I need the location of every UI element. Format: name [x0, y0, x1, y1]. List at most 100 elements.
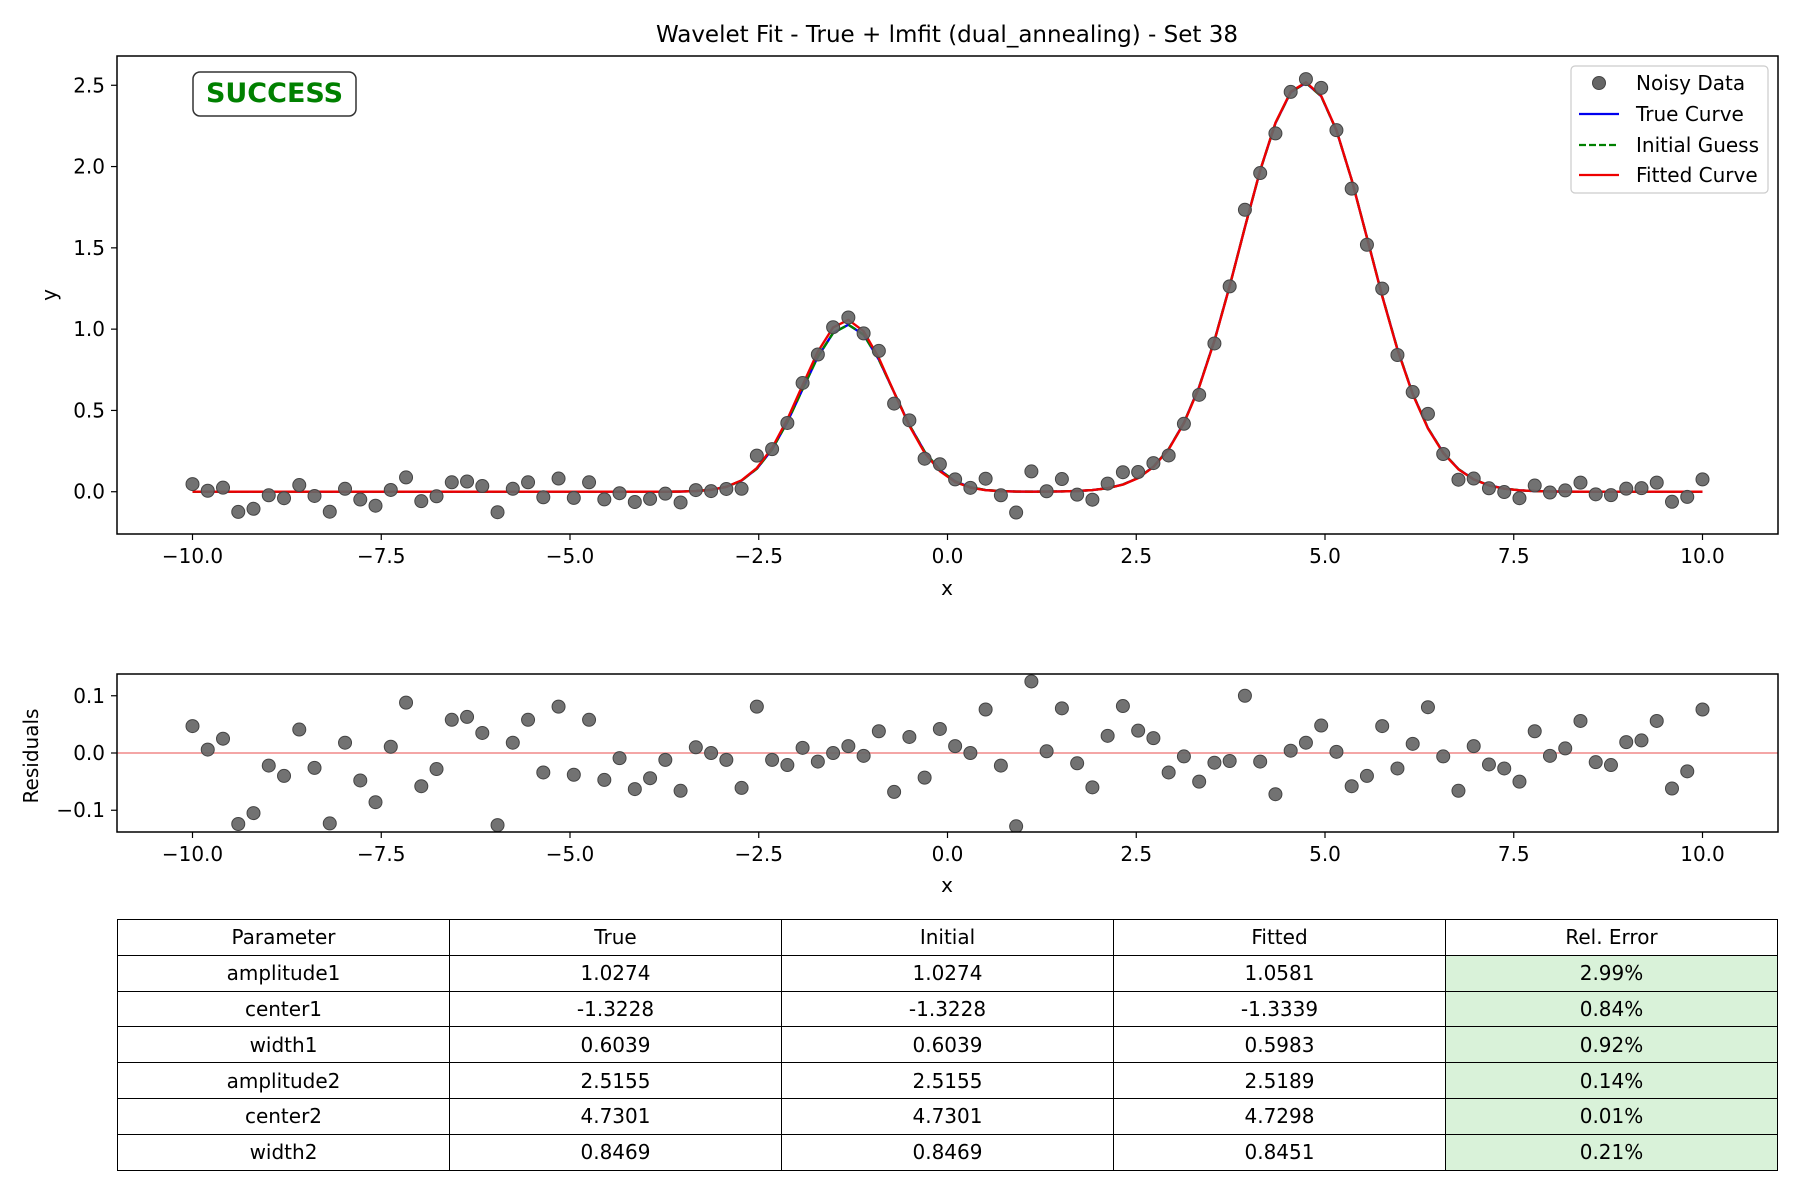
residual-point: [1329, 744, 1344, 759]
table-row: width2 0.8469 0.8469 0.8451 0.21%: [117, 1133, 1778, 1171]
data-point: [414, 494, 429, 509]
residual-point: [1039, 744, 1054, 759]
residual-point: [1664, 781, 1679, 796]
y-tick-label: 2.5: [73, 73, 105, 97]
data-point: [765, 442, 780, 457]
residual-point: [551, 699, 566, 714]
status-badge-label: SUCCESS: [206, 78, 343, 109]
residual-point: [1420, 700, 1435, 715]
data-point: [1344, 181, 1359, 196]
data-point: [185, 477, 200, 492]
residual-point: [1268, 787, 1283, 802]
data-point: [246, 501, 261, 516]
residuals-x-axis: −10.0 −7.5 −5.0 −2.5 0.0 2.5 5.0 7.5 10.0: [162, 832, 1725, 866]
table-header-cell: Fitted: [1113, 919, 1446, 956]
data-point: [658, 486, 673, 501]
data-point: [1619, 481, 1634, 496]
residual-point: [582, 712, 597, 727]
residual-point: [826, 746, 841, 760]
data-point: [1527, 478, 1542, 493]
data-point: [1329, 123, 1344, 138]
residual-point: [399, 695, 414, 710]
x-tick-label: −7.5: [357, 544, 406, 568]
residual-point: [1390, 761, 1405, 776]
table-row: amplitude2 2.5155 2.5155 2.5189 0.14%: [117, 1062, 1778, 1099]
residuals-y-axis-label: Residuals: [19, 709, 43, 804]
data-point: [1481, 481, 1496, 496]
data-point: [307, 488, 322, 503]
residual-point: [1009, 819, 1024, 832]
x-tick-label: 7.5: [1498, 842, 1530, 866]
data-point: [1131, 465, 1146, 480]
residual-point: [658, 752, 673, 767]
data-point: [1085, 492, 1100, 507]
residuals-y-axis: −0.1 0.0 0.1: [56, 684, 117, 822]
y-tick-label: −0.1: [56, 798, 105, 822]
residual-point: [932, 721, 947, 736]
data-point: [1100, 476, 1115, 491]
table-cell: 4.7301: [781, 1097, 1114, 1135]
data-point: [597, 492, 612, 507]
table-cell: 0.8469: [449, 1133, 782, 1171]
x-tick-label: 7.5: [1498, 544, 1530, 568]
data-point: [826, 320, 841, 335]
table-cell: amplitude2: [117, 1062, 450, 1099]
data-point: [1222, 279, 1237, 294]
data-point: [261, 488, 276, 503]
data-point: [719, 481, 734, 496]
residual-point: [521, 712, 536, 727]
data-point: [1314, 80, 1329, 95]
residual-point: [277, 768, 292, 783]
residual-point: [231, 816, 246, 831]
residual-point: [1558, 741, 1573, 756]
data-point: [1192, 387, 1207, 402]
residual-point: [1070, 756, 1085, 771]
residual-point: [414, 779, 429, 794]
series-line-initial-guess: [192, 81, 1703, 493]
table-cell: center1: [117, 990, 450, 1028]
residual-point: [246, 806, 261, 821]
data-point: [1603, 488, 1618, 503]
x-tick-label: 5.0: [1309, 544, 1341, 568]
table-cell-rel-error: 0.01%: [1445, 1097, 1778, 1135]
data-point: [627, 494, 642, 509]
data-point: [444, 475, 459, 490]
data-point: [460, 474, 475, 489]
legend-label-fitted-curve: Fitted Curve: [1636, 163, 1758, 187]
data-point: [1161, 448, 1176, 463]
y-tick-label: 1.5: [73, 236, 105, 260]
table-cell: 0.6039: [449, 1026, 782, 1064]
x-tick-label: −7.5: [357, 842, 406, 866]
table-cell-rel-error: 0.21%: [1445, 1133, 1778, 1171]
x-tick-label: 10.0: [1680, 842, 1725, 866]
data-point: [673, 495, 688, 510]
residuals-x-axis-label: x: [941, 873, 953, 897]
data-point: [1466, 471, 1481, 486]
x-tick-label: −10.0: [162, 544, 223, 568]
data-point: [795, 375, 810, 390]
residual-point: [338, 735, 353, 750]
residual-point: [1222, 754, 1237, 769]
residual-point: [1161, 765, 1176, 780]
residual-point: [1100, 728, 1115, 743]
residual-point: [216, 731, 231, 746]
residual-point: [1314, 718, 1329, 733]
y-tick-label: 0.0: [73, 741, 105, 765]
table-cell: 1.0274: [781, 954, 1114, 992]
table-cell: 0.8451: [1113, 1133, 1446, 1171]
data-point: [1436, 447, 1451, 462]
residual-point: [841, 739, 856, 754]
main-y-axis: 0.0 0.5 1.0 1.5 2.0 2.5: [73, 73, 117, 504]
residual-point: [475, 725, 490, 740]
residual-point: [1176, 749, 1191, 764]
table-cell: -1.3339: [1113, 990, 1446, 1028]
residual-point: [810, 754, 825, 769]
residual-point: [1481, 757, 1496, 772]
table-cell-rel-error: 0.92%: [1445, 1026, 1778, 1064]
table-cell: -1.3228: [781, 990, 1114, 1028]
data-point: [505, 481, 520, 496]
data-point: [887, 396, 902, 411]
residual-point: [1024, 674, 1039, 689]
residual-point: [704, 746, 719, 760]
residual-point: [1588, 755, 1603, 770]
